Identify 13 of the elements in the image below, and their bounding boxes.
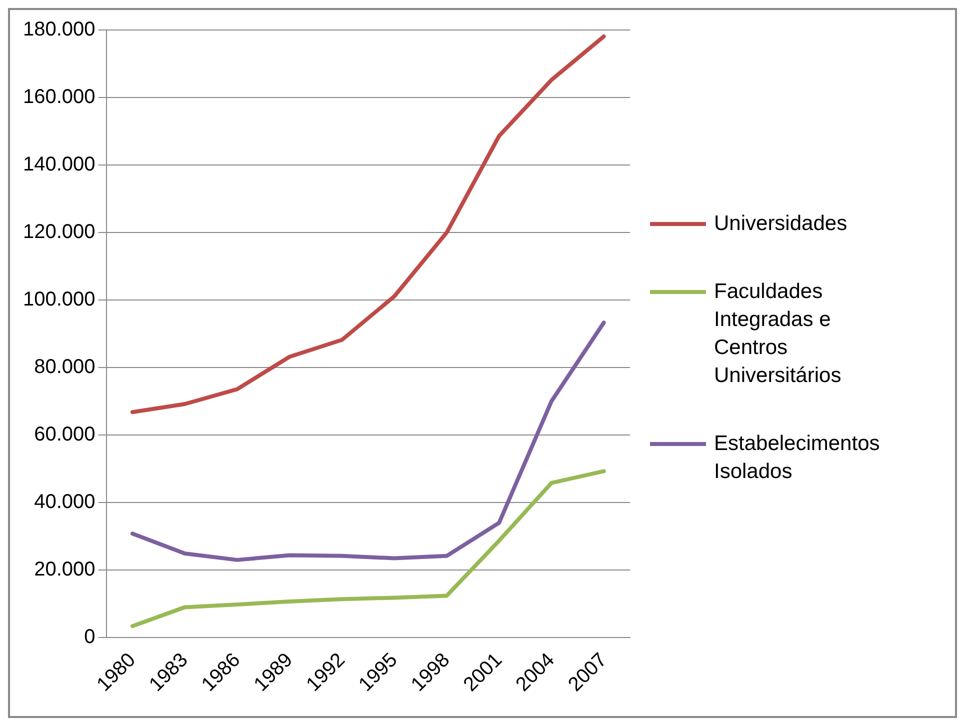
- legend-label: Faculdades Integradas e Centros Universitários: [714, 279, 842, 389]
- y-tick-label: 100.000: [23, 288, 96, 311]
- legend-label: Estabelecimentos Isolados: [714, 431, 881, 485]
- y-tick-label: 160.000: [23, 86, 96, 108]
- y-tick-label: 80.000: [34, 356, 96, 378]
- y-tick-label: 0: [84, 626, 96, 648]
- y-tick-label: 40.000: [34, 491, 96, 514]
- y-tick-label: 120.000: [23, 221, 96, 244]
- y-tick-label: 20.000: [34, 558, 96, 581]
- y-tick-label: 140.000: [23, 154, 96, 176]
- y-tick-label: 60.000: [34, 424, 96, 446]
- y-tick-label: 180.000: [23, 18, 96, 41]
- legend-label: Universidades: [714, 211, 848, 237]
